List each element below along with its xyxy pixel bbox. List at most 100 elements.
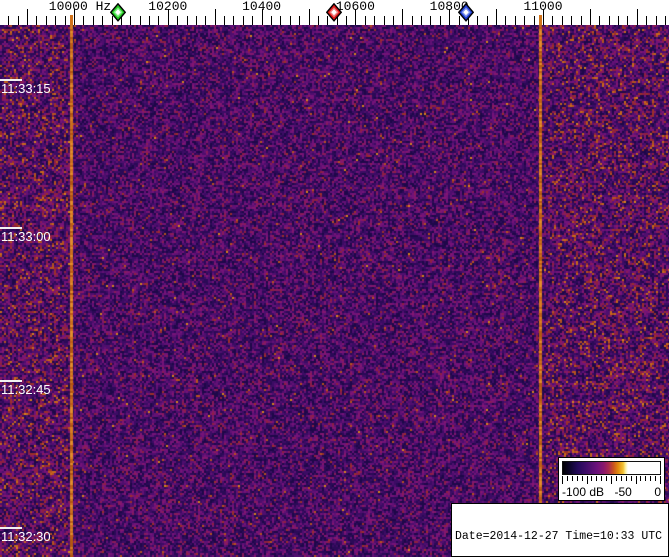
ruler-tick bbox=[299, 16, 300, 25]
ruler-tick bbox=[505, 16, 506, 25]
ruler-tick bbox=[459, 16, 460, 25]
legend-tick bbox=[645, 476, 646, 481]
legend-tick bbox=[621, 476, 622, 481]
freq-label: 10000 Hz bbox=[48, 0, 112, 14]
ruler-tick bbox=[374, 16, 375, 25]
ruler-tick bbox=[384, 16, 385, 25]
carrier-tick bbox=[70, 15, 73, 25]
ruler-tick bbox=[8, 16, 9, 25]
colorbar-gradient bbox=[562, 461, 661, 475]
ruler-tick bbox=[534, 16, 535, 25]
legend-tick bbox=[567, 476, 568, 481]
time-label: 11:32:30 bbox=[1, 529, 51, 544]
time-label: 11:33:00 bbox=[1, 229, 51, 244]
ruler-tick bbox=[365, 16, 366, 25]
ruler-tick bbox=[487, 16, 488, 25]
info-line-date-time: Date=2014-12-27 Time=10:33 UTC bbox=[455, 530, 663, 543]
legend-tick bbox=[601, 476, 602, 481]
time-label: 11:33:15 bbox=[1, 81, 51, 96]
ruler-tick bbox=[571, 16, 572, 25]
ruler-tick bbox=[318, 16, 319, 25]
ruler-tick bbox=[646, 16, 647, 25]
legend-tick bbox=[626, 476, 627, 481]
ruler-tick bbox=[656, 16, 657, 25]
ruler-tick bbox=[665, 16, 666, 25]
time-label: 11:32:45 bbox=[1, 382, 51, 397]
time-tick bbox=[0, 227, 22, 229]
ruler-tick bbox=[421, 16, 422, 25]
ruler-tick bbox=[337, 16, 338, 25]
ruler-tick bbox=[196, 16, 197, 25]
colorbar-min-label: -100 dB bbox=[562, 485, 605, 499]
legend-tick bbox=[655, 476, 656, 481]
ruler-tick bbox=[215, 9, 216, 25]
ruler-tick bbox=[27, 9, 28, 25]
colorbar-ticks bbox=[562, 476, 661, 484]
ruler-tick bbox=[562, 16, 563, 25]
marker-diamond-green[interactable] bbox=[109, 2, 127, 22]
spectrogram-canvas bbox=[0, 25, 669, 557]
ruler-tick bbox=[65, 16, 66, 25]
ruler-tick bbox=[477, 16, 478, 25]
legend-tick bbox=[660, 476, 661, 484]
ruler-tick bbox=[327, 16, 328, 25]
ruler-tick bbox=[412, 16, 413, 25]
ruler-tick bbox=[233, 16, 234, 25]
ruler-tick bbox=[243, 16, 244, 25]
ruler-tick bbox=[46, 16, 47, 25]
ruler-tick bbox=[440, 16, 441, 25]
freq-label: 11000 bbox=[523, 0, 563, 14]
ruler-tick bbox=[158, 16, 159, 25]
marker-diamond-blue[interactable] bbox=[457, 2, 475, 22]
ruler-tick bbox=[271, 16, 272, 25]
freq-label: 10800 bbox=[429, 0, 469, 14]
ruler-tick bbox=[581, 16, 582, 25]
colorbar-labels: -100 dB -50 0 bbox=[562, 486, 661, 499]
ruler-tick bbox=[224, 16, 225, 25]
ruler-tick bbox=[168, 9, 169, 25]
ruler-tick bbox=[140, 16, 141, 25]
ruler-tick bbox=[430, 16, 431, 25]
legend-tick bbox=[577, 476, 578, 481]
carrier-tick bbox=[539, 15, 542, 25]
legend-tick bbox=[650, 476, 651, 481]
ruler-tick bbox=[187, 16, 188, 25]
colorbar-legend: -100 dB -50 0 bbox=[558, 457, 665, 501]
ruler-tick bbox=[599, 16, 600, 25]
time-tick bbox=[0, 527, 22, 529]
ruler-tick bbox=[102, 16, 103, 25]
legend-tick bbox=[606, 476, 607, 481]
legend-tick bbox=[616, 476, 617, 481]
ruler-tick bbox=[149, 16, 150, 25]
ruler-tick bbox=[130, 16, 131, 25]
ruler-tick bbox=[18, 16, 19, 25]
marker-diamond-red[interactable] bbox=[325, 2, 342, 22]
ruler-tick bbox=[515, 16, 516, 25]
ruler-tick bbox=[543, 9, 544, 25]
ruler-tick bbox=[496, 9, 497, 25]
time-tick bbox=[0, 380, 22, 382]
legend-tick bbox=[562, 476, 563, 484]
ruler-tick bbox=[36, 16, 37, 25]
ruler-tick bbox=[177, 16, 178, 25]
ruler-tick bbox=[627, 16, 628, 25]
ruler-tick bbox=[262, 9, 263, 25]
ruler-tick bbox=[290, 16, 291, 25]
ruler-tick bbox=[55, 16, 56, 25]
legend-tick bbox=[631, 476, 632, 481]
legend-tick bbox=[587, 476, 588, 484]
ruler-tick bbox=[552, 16, 553, 25]
observation-info-box: Date=2014-12-27 Time=10:33 UTC Freq=143 … bbox=[451, 503, 669, 557]
freq-label: 10400 bbox=[242, 0, 282, 14]
legend-tick bbox=[572, 476, 573, 481]
ruler-tick bbox=[112, 16, 113, 25]
time-tick bbox=[0, 79, 22, 81]
ruler-tick bbox=[93, 16, 94, 25]
ruler-tick bbox=[355, 9, 356, 25]
ruler-tick bbox=[468, 16, 469, 25]
ruler-tick bbox=[393, 16, 394, 25]
ruler-tick bbox=[280, 16, 281, 25]
ruler-tick bbox=[524, 16, 525, 25]
freq-label: 10200 bbox=[148, 0, 188, 14]
